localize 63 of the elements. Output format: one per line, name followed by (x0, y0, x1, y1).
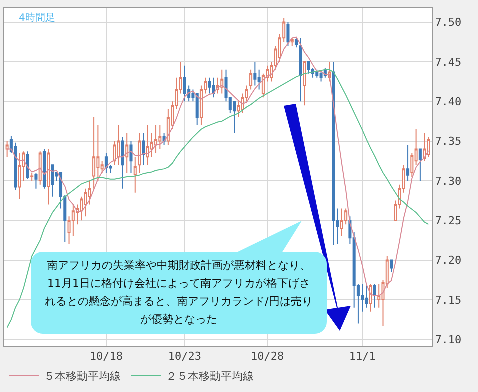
candlestick (38, 151, 42, 186)
y-tick-label: 7.35 (435, 135, 462, 148)
candlestick (307, 61, 310, 74)
y-tick-label: 7.20 (435, 254, 462, 268)
candlestick (18, 152, 22, 200)
candlestick (51, 164, 54, 198)
y-tick-label: 7.30 (435, 174, 462, 188)
candlestick (290, 38, 294, 47)
candlestick (373, 284, 376, 308)
candlestick (26, 151, 30, 180)
candlestick (138, 132, 142, 174)
candlestick (418, 148, 422, 182)
candlestick (320, 72, 323, 82)
candlestick (294, 38, 298, 48)
candlestick (34, 172, 38, 190)
x-tick-label: 10/18 (90, 350, 124, 364)
candlestick (365, 284, 368, 308)
candlestick (303, 61, 306, 106)
candlestick (423, 132, 426, 162)
candlestick (104, 152, 108, 174)
candlestick (146, 124, 150, 166)
y-tick-label: 7.25 (435, 214, 462, 228)
candlestick (220, 69, 224, 94)
y-tick-label: 7.45 (435, 56, 462, 69)
candlestick (369, 284, 372, 312)
y-tick-label: 7.15 (435, 294, 462, 307)
candlestick (30, 172, 34, 182)
line-series (6, 36, 430, 297)
annotation: 南アフリカの失業率や中期財政計画が悪材料となり、11月1日に格付け会社によって南アフリカが格下げされるとの懸念が高まると、南アフリカランド/円は売りが優勢となった (44, 258, 314, 328)
candlestick (42, 148, 46, 190)
candlestick (233, 101, 236, 134)
candlestick (406, 144, 410, 182)
candlestick (208, 77, 212, 94)
candlestick (332, 61, 336, 246)
x-tick-label: 10/23 (168, 350, 202, 364)
candlestick (183, 65, 186, 102)
candlestick (340, 208, 344, 238)
line-series (6, 69, 430, 328)
candlestick (158, 124, 162, 150)
candlestick (390, 260, 394, 273)
candlestick (121, 136, 124, 190)
candlestick (126, 132, 129, 174)
annotation: 4時間足 (19, 12, 56, 24)
legend-label: ２５本移動平均線 (166, 370, 254, 383)
candlestick (250, 69, 253, 90)
candlestick (134, 156, 137, 194)
candlestick (212, 77, 216, 98)
y-tick-label: 7.40 (435, 95, 462, 108)
candlestick (117, 124, 120, 166)
candlestick (299, 38, 302, 102)
candlestick (286, 22, 290, 47)
candlestick (196, 93, 199, 126)
legend-label: ５本移動平均線 (44, 370, 121, 383)
x-tick-label: 10/28 (251, 350, 284, 364)
candlestick (154, 124, 158, 154)
candlestick (92, 116, 96, 190)
candlestick (254, 61, 257, 86)
x-tick-label: 11/1 (349, 350, 376, 364)
y-tick-label: 7.10 (435, 334, 462, 346)
candlestick (142, 132, 146, 166)
candlestick (47, 148, 50, 206)
y-tick-label: 7.50 (435, 16, 462, 30)
candlestick (130, 140, 133, 174)
